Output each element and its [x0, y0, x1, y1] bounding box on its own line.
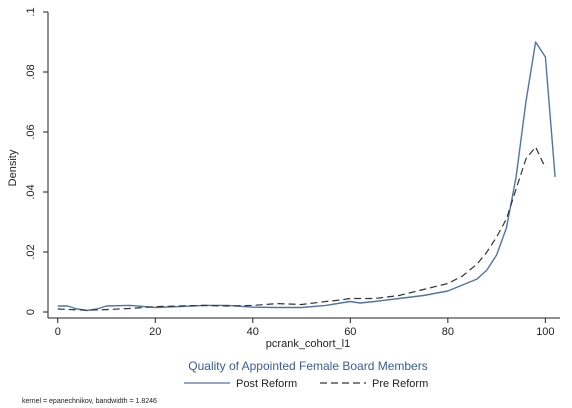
y-tick-label: .1 — [25, 7, 37, 16]
x-tick-label: 0 — [55, 326, 61, 338]
legend: Post Reform Pre Reform — [184, 378, 428, 390]
x-tick-label: 40 — [247, 326, 259, 338]
x-axis-label: pcrank_cohort_l1 — [266, 338, 350, 350]
kernel-note: kernel = epanechnikov, bandwidth = 1.824… — [22, 398, 157, 405]
y-tick-label: 0 — [25, 309, 37, 315]
y-tick-label: .06 — [25, 124, 37, 139]
axes-group: 0 .02 .04 .06 .08 .1 0 20 40 60 80 100 — [25, 7, 560, 338]
x-tick-label: 20 — [149, 326, 161, 338]
y-axis-label: Density — [7, 149, 19, 186]
y-tick-label: .04 — [25, 184, 37, 199]
x-tick-label: 100 — [536, 326, 554, 338]
y-tick-label: .02 — [25, 244, 37, 259]
chart-title: Quality of Appointed Female Board Member… — [188, 359, 427, 373]
legend-label: Pre Reform — [372, 378, 428, 390]
post-reform-line — [57, 41, 556, 312]
pre-reform-line — [57, 146, 546, 311]
x-tick-label: 60 — [344, 326, 356, 338]
y-tick-label: .08 — [25, 64, 37, 79]
legend-label: Post Reform — [236, 378, 297, 390]
x-tick-label: 80 — [442, 326, 454, 338]
series-group — [57, 41, 556, 312]
